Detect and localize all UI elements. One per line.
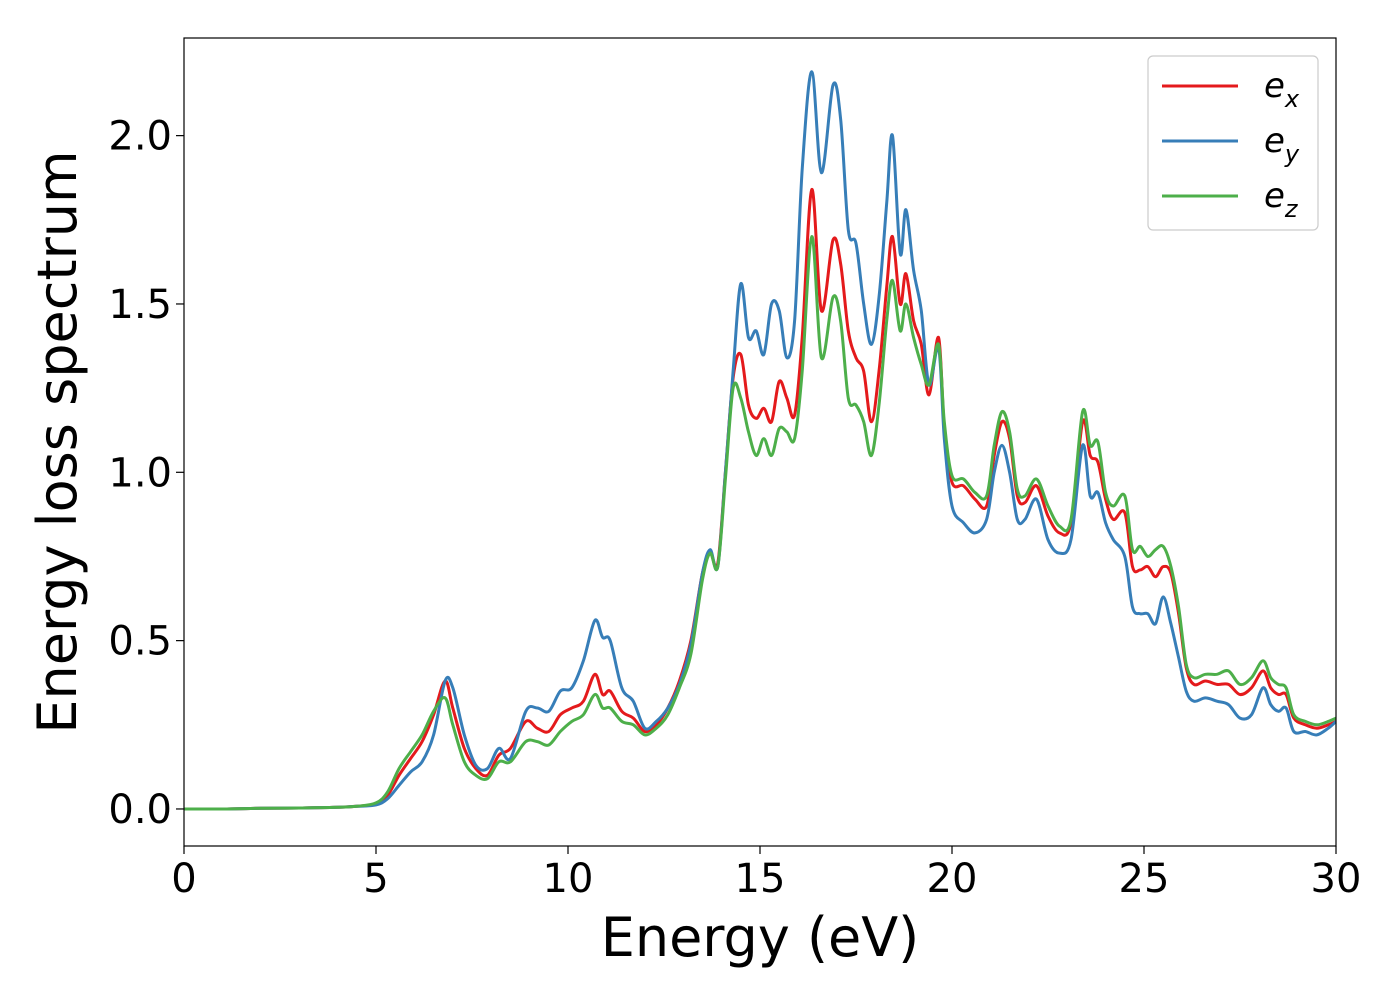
ticks-layer: 0 5 10 15 20 25 30 0.0 0.5 1.0 1.5 2.0	[108, 114, 1361, 902]
y-tick-label: 1.0	[108, 450, 172, 496]
legend-box	[1147, 55, 1319, 231]
y-tick-label: 0.5	[108, 619, 172, 665]
legend-label-ey: ey	[1264, 121, 1300, 168]
x-tick-label: 5	[363, 856, 388, 902]
x-tick-label: 0	[171, 856, 196, 902]
x-tick-label: 30	[1311, 856, 1362, 902]
y-axis-title: Energy loss spectrum	[26, 150, 89, 733]
series-layer	[184, 70, 1336, 811]
y-tick-label: 2.0	[108, 114, 172, 160]
series-line-ey	[184, 70, 1336, 811]
x-axis-title: Energy (eV)	[601, 906, 920, 969]
x-tick-label: 20	[927, 856, 978, 902]
x-tick-label: 25	[1119, 856, 1170, 902]
series-line-ez	[184, 235, 1336, 811]
legend-label-ex: ex	[1264, 66, 1300, 113]
x-tick-label: 10	[543, 856, 594, 902]
y-tick-label: 0.0	[108, 787, 172, 833]
x-tick-label: 15	[735, 856, 786, 902]
y-tick-label: 1.5	[108, 282, 172, 328]
